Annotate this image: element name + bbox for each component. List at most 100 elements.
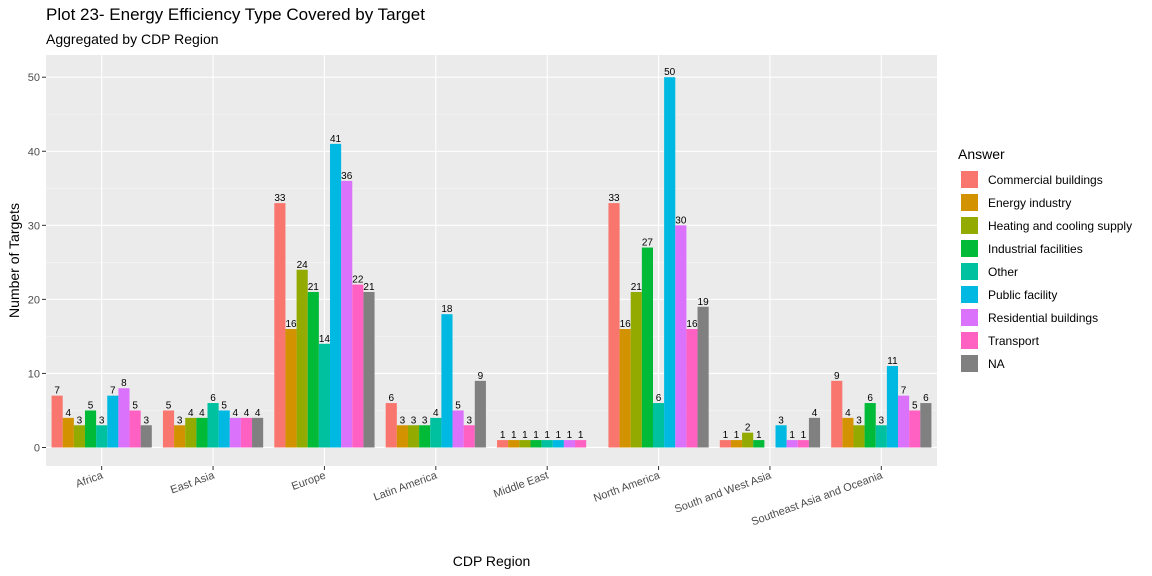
bar xyxy=(129,410,141,448)
data-label: 19 xyxy=(698,297,710,308)
bar xyxy=(864,403,876,448)
data-label: 1 xyxy=(789,430,795,441)
bar xyxy=(831,380,843,448)
bar xyxy=(96,425,108,448)
legend-item: Industrial facilities xyxy=(958,237,1132,260)
data-label: 7 xyxy=(54,386,60,397)
legend-item: Commercial buildings xyxy=(958,168,1132,191)
data-label: 5 xyxy=(166,400,172,411)
data-label: 33 xyxy=(608,193,620,204)
data-label: 22 xyxy=(352,275,364,286)
chart-title: Plot 23- Energy Efficiency Type Covered … xyxy=(46,5,425,24)
data-label: 6 xyxy=(923,393,929,404)
bar xyxy=(407,425,420,448)
legend: Answer Commercial buildings Energy indust… xyxy=(958,146,1132,375)
bar xyxy=(296,269,308,448)
bar xyxy=(552,440,564,448)
bar xyxy=(775,425,787,448)
legend-item: Heating and cooling supply xyxy=(958,214,1132,237)
bar xyxy=(909,410,921,448)
bar xyxy=(730,440,743,448)
bar xyxy=(441,314,453,448)
bar xyxy=(753,440,765,448)
data-label: 5 xyxy=(88,400,94,411)
bar xyxy=(497,440,509,448)
data-label: 3 xyxy=(422,415,428,426)
data-label: 1 xyxy=(756,430,762,441)
legend-label: Commercial buildings xyxy=(988,172,1103,187)
data-label: 30 xyxy=(675,215,687,226)
bar xyxy=(619,329,631,448)
x-tick-label: North America xyxy=(592,469,662,504)
bar xyxy=(797,440,809,448)
bar xyxy=(140,425,152,448)
bar xyxy=(229,417,241,448)
legend-key xyxy=(961,355,978,372)
x-tick-label: Europe xyxy=(290,470,327,493)
legend-item: Energy industry xyxy=(958,191,1132,214)
bar xyxy=(330,143,342,448)
legend-key xyxy=(961,171,978,188)
bar xyxy=(419,425,431,448)
data-label: 1 xyxy=(522,430,528,441)
bar xyxy=(84,410,97,448)
y-tick-label: 40 xyxy=(28,146,40,158)
bar xyxy=(318,343,331,448)
y-tick-label: 10 xyxy=(28,368,40,380)
bar xyxy=(563,440,576,448)
bar xyxy=(886,366,899,448)
bar xyxy=(118,388,130,448)
data-label: 6 xyxy=(656,393,662,404)
legend-item: NA xyxy=(958,352,1132,375)
bar xyxy=(742,432,754,448)
bar xyxy=(107,395,119,448)
data-label: 3 xyxy=(466,415,472,426)
data-label: 2 xyxy=(745,423,751,434)
bar xyxy=(240,417,253,448)
bar xyxy=(62,417,74,448)
data-label: 3 xyxy=(77,415,83,426)
bar xyxy=(641,247,653,448)
legend-label: Residential buildings xyxy=(988,310,1099,325)
bar xyxy=(463,425,475,448)
bar xyxy=(274,203,286,448)
data-label: 1 xyxy=(723,430,729,441)
bar xyxy=(218,410,230,448)
data-label: 5 xyxy=(132,400,138,411)
data-label: 21 xyxy=(631,282,643,293)
bar xyxy=(396,425,408,448)
data-label: 6 xyxy=(210,393,216,404)
data-label: 4 xyxy=(255,408,261,419)
bar xyxy=(630,291,642,448)
bar xyxy=(875,425,887,448)
bar xyxy=(519,440,531,448)
bar xyxy=(608,203,620,448)
data-label: 14 xyxy=(319,334,331,345)
data-label: 4 xyxy=(244,408,250,419)
data-label: 21 xyxy=(363,282,375,293)
y-tick-label: 20 xyxy=(28,294,40,306)
data-label: 36 xyxy=(341,171,353,182)
bar xyxy=(474,380,486,448)
data-label: 16 xyxy=(686,319,698,330)
plot-panel xyxy=(46,55,937,466)
bar xyxy=(697,306,709,448)
x-tick-label: Latin America xyxy=(372,469,440,503)
legend-item: Transport xyxy=(958,329,1132,352)
data-label: 5 xyxy=(221,400,227,411)
data-label: 1 xyxy=(544,430,550,441)
data-label: 4 xyxy=(845,408,851,419)
legend-item: Residential buildings xyxy=(958,306,1132,329)
bar xyxy=(341,180,353,448)
data-label: 41 xyxy=(330,134,342,145)
bar xyxy=(675,225,687,448)
bar xyxy=(285,329,297,448)
data-label: 16 xyxy=(285,319,297,330)
data-label: 4 xyxy=(65,408,71,419)
bar xyxy=(575,440,587,448)
data-label: 4 xyxy=(199,408,205,419)
bar xyxy=(898,395,910,448)
bar xyxy=(508,440,520,448)
bar xyxy=(786,440,798,448)
